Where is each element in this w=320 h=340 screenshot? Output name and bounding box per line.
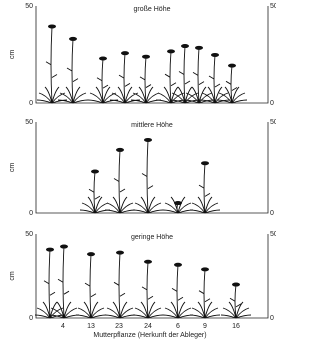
flower-head — [167, 49, 175, 53]
plant-stem — [147, 140, 148, 213]
y-tick-label: 50 — [25, 3, 33, 10]
plants — [80, 138, 220, 213]
plant-stem — [198, 48, 199, 103]
y-tick-label: 50 — [25, 119, 33, 126]
panel-title: große Höhe — [134, 6, 171, 13]
plant-stem — [214, 55, 215, 103]
plant-stem — [102, 59, 103, 104]
flower-head — [195, 46, 203, 50]
y-tick-label: 0 — [29, 210, 33, 217]
plant-stem — [119, 150, 120, 213]
y-tick-label: 0 — [29, 100, 33, 107]
x-tick-label: 9 — [203, 323, 207, 330]
y2-tick-label: 0 — [270, 315, 274, 322]
plant-stem — [145, 57, 146, 103]
flower-head — [174, 201, 182, 205]
panel-frame — [36, 234, 268, 318]
plant-stem — [204, 163, 205, 213]
flower-head — [144, 138, 152, 142]
plant-stem — [51, 26, 52, 103]
flower-head — [99, 57, 107, 61]
plant-stem — [124, 53, 125, 103]
flower-head — [181, 44, 189, 48]
flower-head — [228, 64, 236, 68]
y-tick-label: 50 — [25, 231, 33, 238]
y2-tick-label: 0 — [270, 100, 274, 107]
plants — [37, 24, 247, 103]
y-label: cm — [9, 163, 16, 173]
y2-tick-label: 50 — [270, 3, 276, 10]
plant-stem — [170, 51, 171, 103]
flower-head — [69, 37, 77, 41]
y-label: cm — [9, 50, 16, 60]
panel-title: geringe Höhe — [131, 234, 173, 241]
x-tick-label: 24 — [144, 323, 152, 330]
y2-tick-label: 0 — [270, 210, 274, 217]
plant-stem — [231, 66, 232, 103]
y-tick-label: 0 — [29, 315, 33, 322]
x-tick-label: 13 — [87, 323, 95, 330]
flower-head — [174, 263, 182, 267]
flower-head — [46, 248, 54, 252]
x-tick-label: 16 — [232, 323, 240, 330]
x-tick-label: 23 — [115, 323, 123, 330]
plant-stem — [184, 46, 185, 103]
plant-stem — [94, 172, 95, 214]
plant-stem — [235, 285, 236, 318]
flower-head — [142, 55, 150, 59]
plant-stem — [119, 253, 120, 318]
x-tick-label: 4 — [61, 323, 65, 330]
y2-tick-label: 50 — [270, 119, 276, 126]
flower-head — [116, 148, 124, 152]
plant-stem — [90, 254, 91, 318]
flower-head — [201, 267, 209, 271]
panel-title: mittlere Höhe — [131, 122, 173, 129]
plant-stem — [204, 269, 205, 318]
x-tick-label: 6 — [176, 323, 180, 330]
x-label: Mutterpflanze (Herkunft der Ableger) — [93, 332, 206, 339]
page: {"panels": [ {"title": "große Höhe", "y_… — [0, 0, 320, 340]
plants — [35, 245, 251, 318]
flower-head — [201, 161, 209, 165]
flower-head — [232, 283, 240, 287]
plant-stem — [63, 247, 64, 318]
plant-stem — [177, 265, 178, 318]
flower-head — [87, 252, 95, 256]
flower-head — [48, 24, 56, 28]
flower-head — [211, 53, 219, 57]
plant-stem — [72, 39, 73, 103]
flower-head — [121, 51, 129, 55]
flower-head — [116, 251, 124, 255]
panel-frame — [36, 122, 268, 213]
y2-tick-label: 50 — [270, 231, 276, 238]
flower-head — [60, 245, 68, 249]
plant-stem — [49, 250, 50, 318]
figure: große Höhe cm 50 0 50 0 mittlere Höhe cm 50 0 50 0 g… — [0, 0, 276, 340]
y-label: cm — [9, 271, 16, 281]
flower-head — [91, 170, 99, 174]
flower-head — [144, 260, 152, 264]
plant-stem — [147, 262, 148, 318]
